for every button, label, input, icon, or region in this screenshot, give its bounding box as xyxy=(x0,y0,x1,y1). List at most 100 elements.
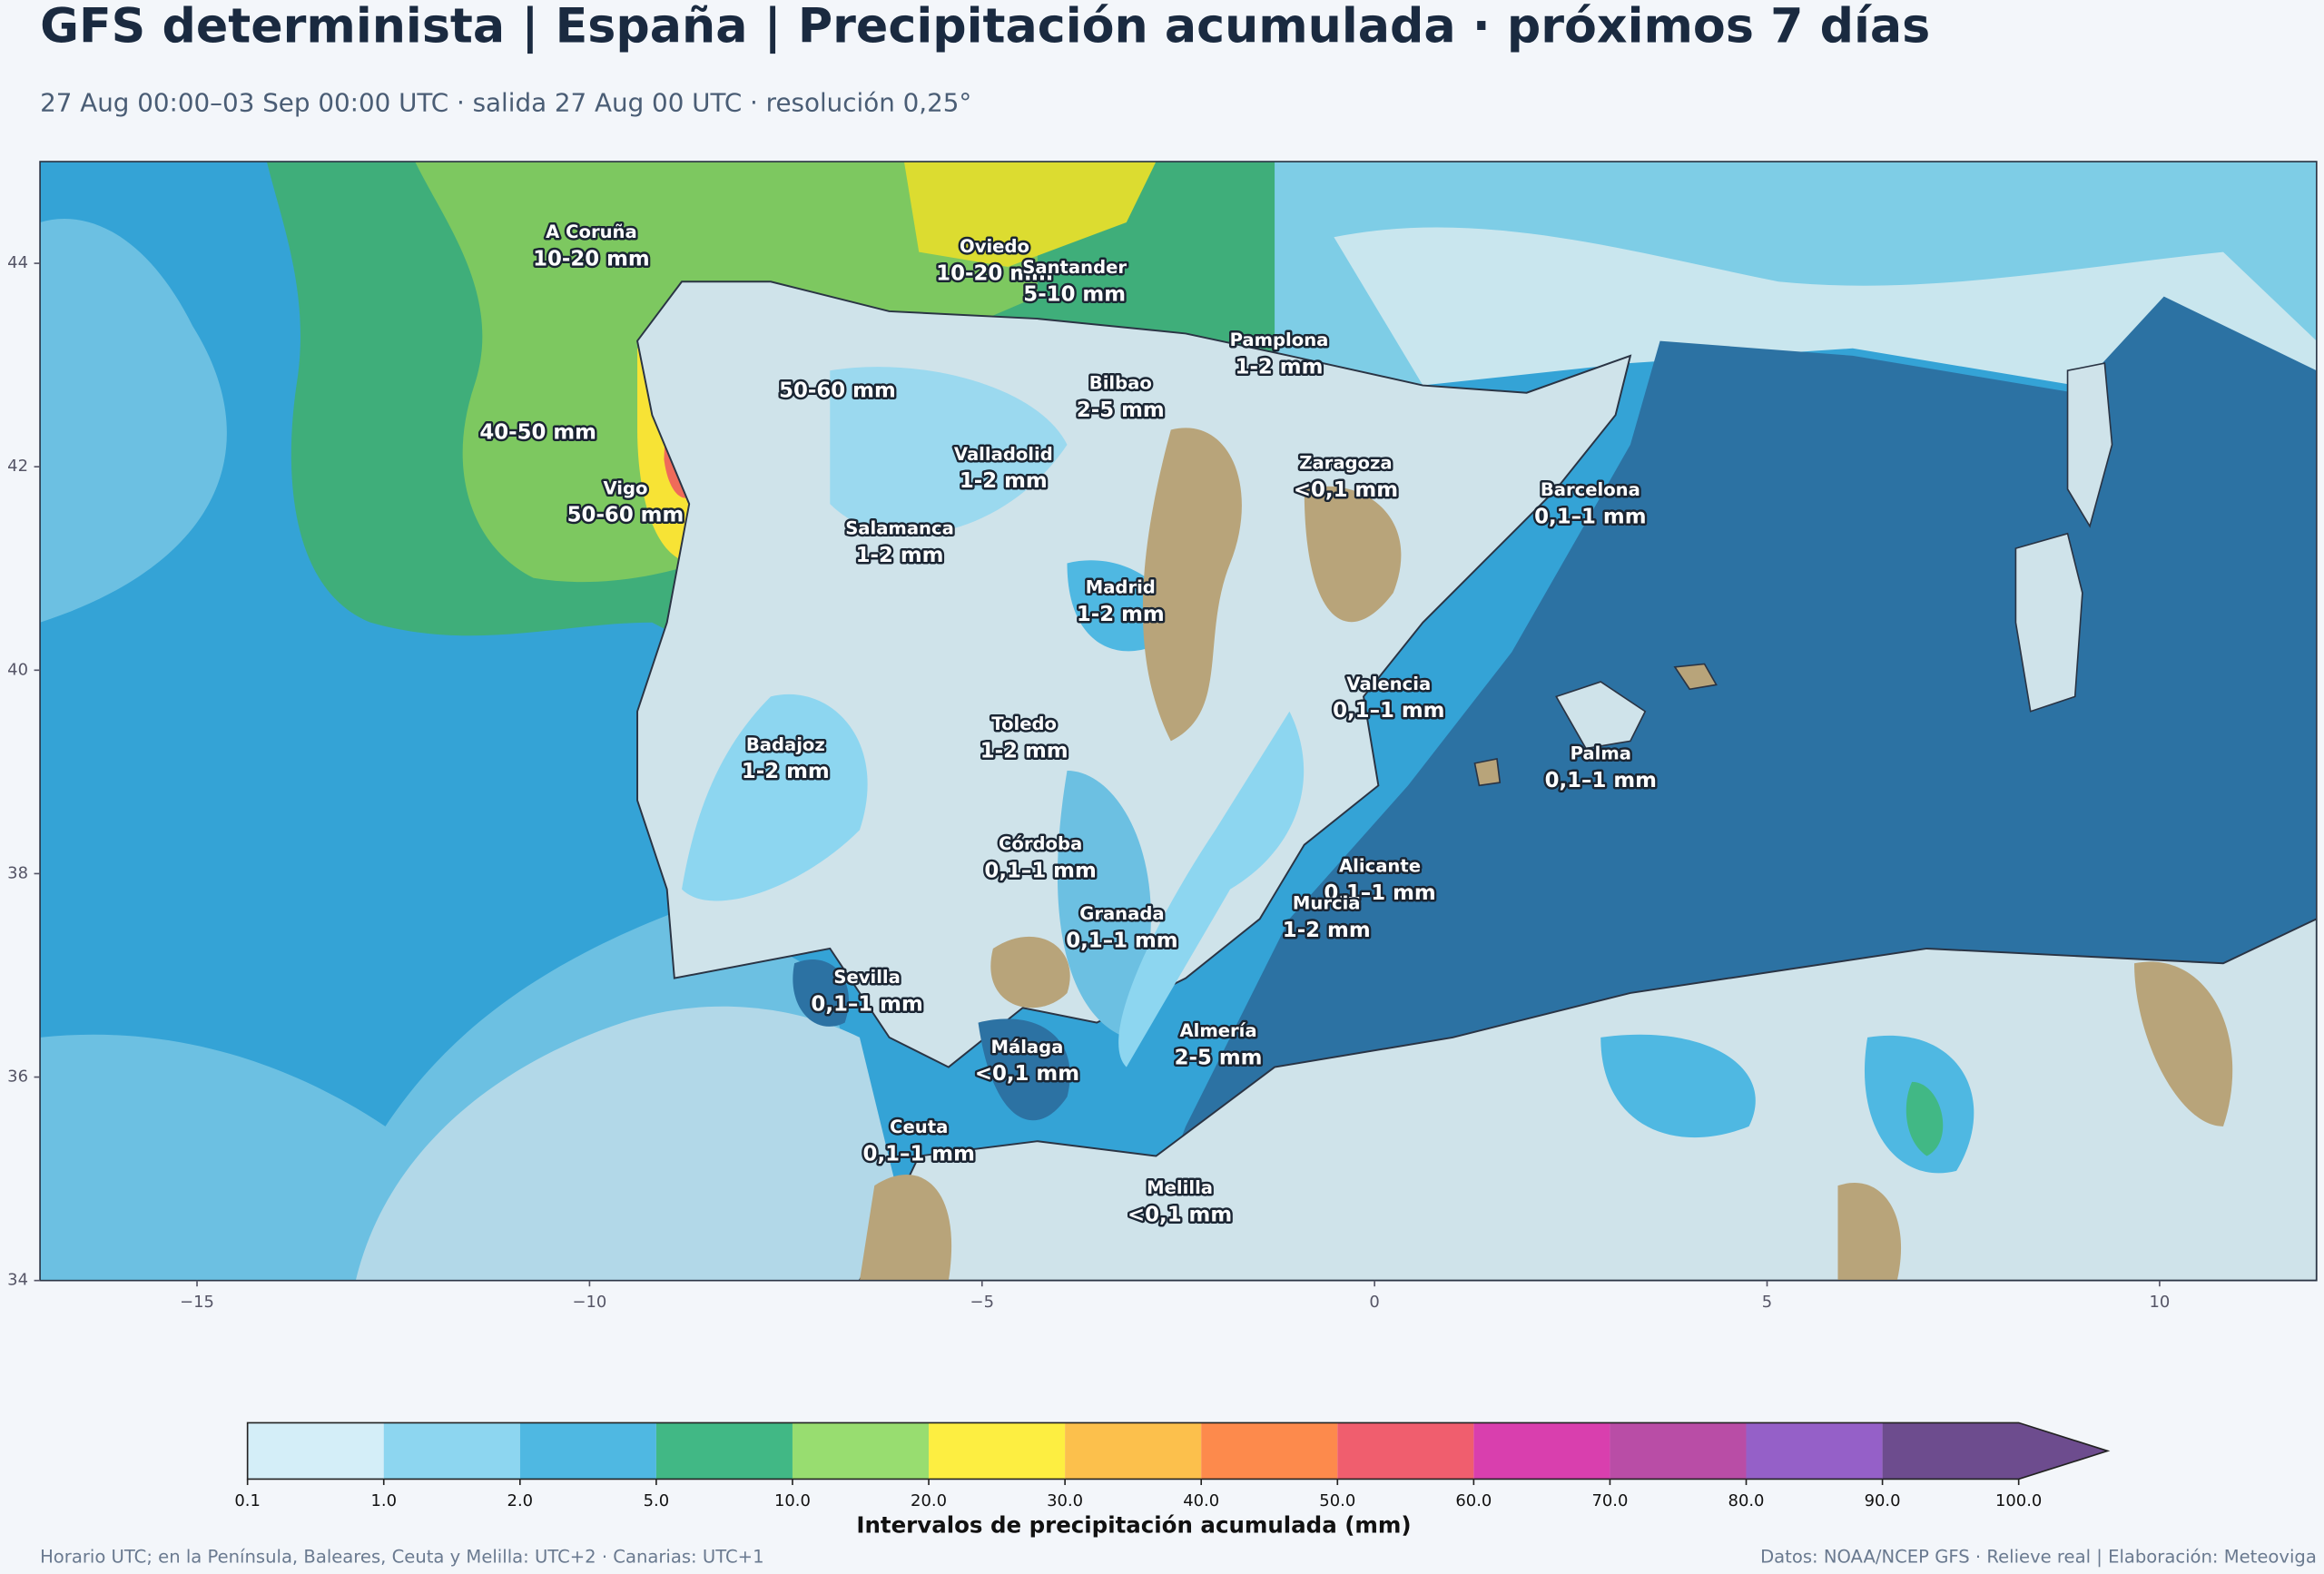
city-name: Toledo xyxy=(991,713,1057,734)
city-label: 40-50 mm xyxy=(478,418,599,447)
colorbar-label: Intervalos de precipitación acumulada (m… xyxy=(856,1512,1411,1539)
footer-left: Horario UTC; en la Península, Baleares, … xyxy=(40,1546,763,1567)
y-tick-label: 36 xyxy=(7,1067,28,1087)
city-name: Santander xyxy=(1022,257,1127,278)
colorbar-tick-label: 10.0 xyxy=(774,1491,811,1510)
city-name: Ceuta xyxy=(890,1117,948,1137)
city-name: A Coruña xyxy=(546,221,637,242)
x-tick-label: −5 xyxy=(970,1293,994,1312)
colorbar-tick-label: 20.0 xyxy=(911,1491,947,1510)
x-tick-label: −10 xyxy=(572,1293,606,1312)
city-label: Salamanca 1-2 mm xyxy=(843,516,957,569)
city-label: Córdoba 0,1–1 mm xyxy=(982,831,1098,885)
city-value: 50-60 mm xyxy=(567,504,684,527)
city-name: Badajoz xyxy=(746,734,825,755)
city-name: Melilla xyxy=(1147,1177,1213,1198)
colorbar-tick-label: 1.0 xyxy=(370,1491,397,1510)
city-label: Alicante 0,1–1 mm xyxy=(1322,853,1438,907)
footer-right: Datos: NOAA/NCEP GFS · Relieve real | El… xyxy=(1760,1546,2317,1567)
y-tick-label: 38 xyxy=(7,863,28,882)
colorbar-bin xyxy=(929,1422,1066,1480)
city-label: Barcelona 0,1–1 mm xyxy=(1532,477,1649,531)
city-value: <0,1 mm xyxy=(975,1062,1079,1086)
city-label: Zaragoza <0,1 mm xyxy=(1291,450,1400,504)
city-label: Sevilla 0,1–1 mm xyxy=(809,965,925,1018)
city-name: Vigo xyxy=(603,477,647,498)
city-value: 0,1–1 mm xyxy=(1333,699,1444,723)
y-tick-label: 44 xyxy=(7,253,28,272)
x-tick-label: 10 xyxy=(2149,1293,2170,1312)
city-value: 0,1–1 mm xyxy=(863,1142,975,1166)
city-value: 1-2 mm xyxy=(1283,919,1371,942)
city-name: Bilbao xyxy=(1089,372,1152,393)
city-label: Valencia 0,1–1 mm xyxy=(1331,671,1447,724)
city-label: Bilbao 2-5 mm xyxy=(1074,370,1167,424)
city-label: Valladolid 1-2 mm xyxy=(951,441,1055,495)
city-name: Valencia xyxy=(1346,674,1431,694)
colorbar-tick-label: 30.0 xyxy=(1047,1491,1083,1510)
city-value: 10-20 mm xyxy=(533,247,650,271)
colorbar-bin xyxy=(1337,1422,1474,1480)
city-value: 2-5 mm xyxy=(1175,1046,1263,1069)
colorbar-bin xyxy=(1610,1422,1747,1480)
colorbar-tick-label: 50.0 xyxy=(1319,1491,1355,1510)
y-tick-label: 40 xyxy=(7,660,28,679)
city-value: 10-20 mm xyxy=(936,262,1053,286)
city-name: Murcia xyxy=(1293,892,1361,913)
city-name: Zaragoza xyxy=(1299,453,1392,474)
x-tick-label: 0 xyxy=(1369,1293,1379,1312)
city-name: Málaga xyxy=(991,1037,1064,1058)
colorbar-tick-label: 80.0 xyxy=(1728,1491,1765,1510)
colorbar-bin xyxy=(247,1422,384,1480)
city-name: Pamplona xyxy=(1230,330,1329,350)
colorbar-tick-label: 5.0 xyxy=(644,1491,670,1510)
city-label: Málaga <0,1 mm xyxy=(972,1034,1081,1087)
city-value: <0,1 mm xyxy=(1128,1203,1232,1226)
city-label: Ceuta 0,1–1 mm xyxy=(861,1115,977,1168)
city-label: Melilla <0,1 mm xyxy=(1126,1175,1235,1228)
colorbar-bin xyxy=(1473,1422,1610,1480)
city-label: Toledo 1-2 mm xyxy=(978,711,1070,764)
city-label: Madrid 1-2 mm xyxy=(1074,575,1167,628)
colorbar-bin xyxy=(655,1422,793,1480)
city-name: Madrid xyxy=(1086,577,1156,598)
colorbar-extend xyxy=(1882,1422,2108,1480)
area-value: 50-60 mm xyxy=(779,379,896,403)
city-name: Córdoba xyxy=(999,833,1082,854)
colorbar-tick-label: 40.0 xyxy=(1183,1491,1219,1510)
title: GFS determinista | España | Precipitació… xyxy=(40,0,1930,54)
city-name: Valladolid xyxy=(954,444,1053,465)
city-name: Alicante xyxy=(1339,856,1421,877)
city-value: 0,1–1 mm xyxy=(1534,505,1646,528)
city-value: 5-10 mm xyxy=(1023,282,1126,306)
map-frame xyxy=(39,161,2318,1282)
city-label: Palma 0,1–1 mm xyxy=(1542,741,1659,794)
colorbar-tick-label: 0.1 xyxy=(234,1491,261,1510)
colorbar-bin xyxy=(792,1422,930,1480)
colorbar-tick-label: 2.0 xyxy=(507,1491,534,1510)
city-value: 1-2 mm xyxy=(960,469,1048,493)
colorbar-tick-label: 100.0 xyxy=(1995,1491,2042,1510)
city-label: Murcia 1-2 mm xyxy=(1280,890,1373,944)
city-name: Granada xyxy=(1079,903,1164,924)
city-value: 0,1–1 mm xyxy=(1545,769,1657,792)
colorbar-outline xyxy=(246,1422,2111,1481)
city-label: 50-60 mm xyxy=(777,377,899,405)
x-tick-label: 5 xyxy=(1762,1293,1772,1312)
colorbar-bin xyxy=(383,1422,520,1480)
colorbar-bin xyxy=(1201,1422,1338,1480)
city-value: 1-2 mm xyxy=(742,760,830,783)
city-value: 0,1–1 mm xyxy=(811,993,922,1017)
city-value: 1-2 mm xyxy=(980,739,1068,762)
area-value: 40-50 mm xyxy=(479,420,596,444)
map-field xyxy=(40,162,2317,1281)
city-name: Almería xyxy=(1179,1020,1256,1041)
city-label: Badajoz 1-2 mm xyxy=(739,732,832,785)
colorbar-bin xyxy=(1065,1422,1202,1480)
city-label: Santander 5-10 mm xyxy=(1020,255,1129,309)
city-name: Salamanca xyxy=(845,517,954,538)
city-label: Oviedo 10-20 mm xyxy=(934,234,1056,288)
city-label: Vigo 50-60 mm xyxy=(565,476,686,529)
